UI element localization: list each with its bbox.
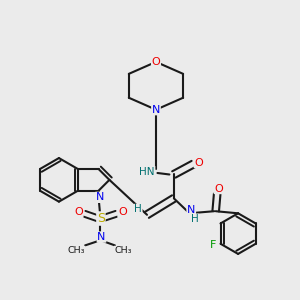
Text: O: O	[194, 158, 203, 167]
Text: O: O	[74, 207, 83, 217]
Text: HN: HN	[139, 167, 155, 176]
Text: N: N	[96, 192, 104, 202]
Text: N: N	[187, 205, 195, 215]
Text: CH₃: CH₃	[115, 246, 132, 255]
Text: F: F	[210, 240, 216, 250]
Text: H: H	[134, 204, 142, 214]
Text: CH₃: CH₃	[68, 246, 85, 255]
Text: O: O	[152, 57, 160, 67]
Text: S: S	[97, 212, 105, 225]
Text: O: O	[214, 184, 223, 194]
Text: H: H	[191, 214, 199, 224]
Text: O: O	[118, 207, 127, 217]
Text: N: N	[97, 232, 106, 242]
Text: N: N	[152, 105, 160, 115]
